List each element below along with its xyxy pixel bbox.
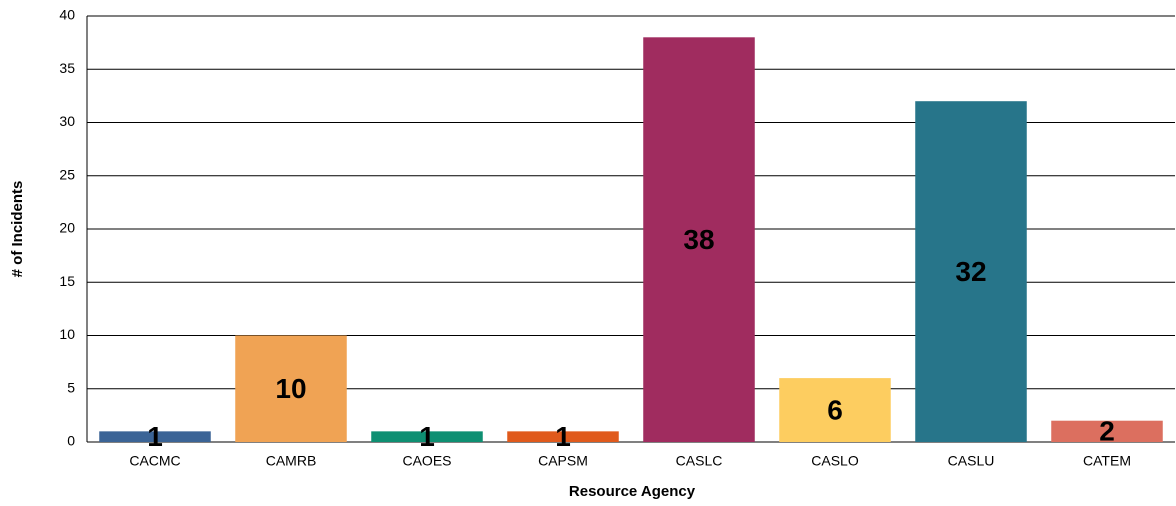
x-tick-label: CATEM (1083, 453, 1131, 469)
bar (371, 431, 483, 442)
y-tick-label: 25 (59, 166, 75, 182)
x-tick-label: CASLC (676, 453, 723, 469)
y-tick-label: 40 (59, 7, 75, 23)
y-tick-label: 15 (59, 273, 75, 289)
x-tick-label: CASLO (811, 453, 859, 469)
bar (99, 431, 211, 442)
y-tick-label: 30 (59, 113, 75, 129)
bar (507, 431, 619, 442)
y-tick-label: 5 (67, 379, 75, 395)
value-label: 10 (275, 373, 306, 404)
bar (235, 335, 347, 442)
value-label: 38 (683, 224, 714, 255)
bar (643, 37, 755, 443)
y-tick-label: 35 (59, 60, 75, 76)
y-tick-label: 0 (67, 433, 75, 449)
y-tick-label: 20 (59, 220, 75, 236)
value-label: 1 (419, 421, 435, 452)
y-tick-label: 10 (59, 326, 75, 342)
value-label: 2 (1099, 416, 1115, 447)
bar (1051, 420, 1163, 442)
value-label: 1 (147, 421, 163, 452)
value-label: 6 (827, 394, 843, 425)
x-tick-label: CASLU (948, 453, 995, 469)
bar (779, 378, 891, 442)
x-tick-label: CAOES (402, 453, 451, 469)
bar (915, 101, 1027, 442)
value-label: 1 (555, 421, 571, 452)
value-label: 32 (955, 256, 986, 287)
x-axis-title: Resource Agency (569, 483, 696, 500)
x-tick-label: CAMRB (266, 453, 317, 469)
y-axis-title: # of Incidents (9, 181, 26, 278)
x-tick-label: CACMC (129, 453, 180, 469)
x-tick-label: CAPSM (538, 453, 588, 469)
